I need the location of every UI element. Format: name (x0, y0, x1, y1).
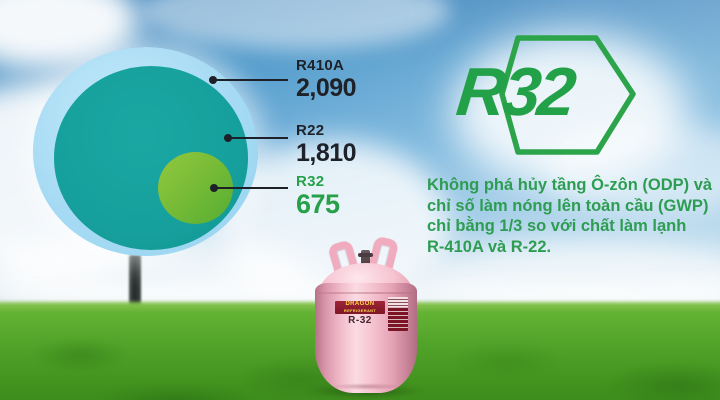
description-paragraph: Không phá hủy tầng Ô-zôn (ODP) và chỉ số… (427, 175, 712, 257)
description-line: chỉ bằng 1/3 so với chất làm lạnh (427, 217, 687, 235)
bubble-r22 (54, 66, 248, 250)
cylinder-brand-text: DRAGON (345, 301, 375, 307)
r410a-name: R410A (296, 57, 345, 74)
leader-line-r410a (209, 76, 288, 84)
r22-value: 1,810 (296, 139, 357, 167)
r32-name: R32 (296, 173, 325, 190)
cylinder-type-text: REFRIGERANT (343, 308, 377, 313)
r410a-value: 2,090 (296, 74, 357, 102)
leader-line-r32 (210, 184, 288, 192)
leader-line-r22 (224, 134, 288, 142)
r32-value: 675 (296, 189, 340, 219)
label-group-r410a: R410A 2,090 (296, 57, 357, 102)
cylinder-spec-bottom (388, 307, 408, 331)
cloud (545, 123, 720, 215)
r22-name: R22 (296, 122, 325, 139)
tree-trunk (129, 255, 141, 311)
cylinder-spec-top (388, 297, 408, 307)
refrigerant-cylinder: DRAGON REFRIGERANT R-32 (311, 235, 421, 397)
cylinder-spec-label (388, 297, 408, 331)
description-line: R-410A và R-22. (427, 237, 552, 256)
r32-logo-text: R32 (453, 54, 577, 130)
r32-hexagon-icon (499, 35, 636, 155)
description-line: Không phá hủy tầng Ô-zôn (ODP) và (427, 176, 713, 194)
cylinder-model-text: R-32 (348, 315, 372, 326)
description-line: chỉ số làm nóng lên toàn cầu (GWP) (427, 196, 709, 215)
cylinder-label-band: DRAGON REFRIGERANT (335, 301, 385, 314)
cylinder-valve (358, 250, 373, 274)
label-group-r22: R22 1,810 (296, 122, 357, 167)
label-group-r32: R32 675 (296, 173, 340, 218)
